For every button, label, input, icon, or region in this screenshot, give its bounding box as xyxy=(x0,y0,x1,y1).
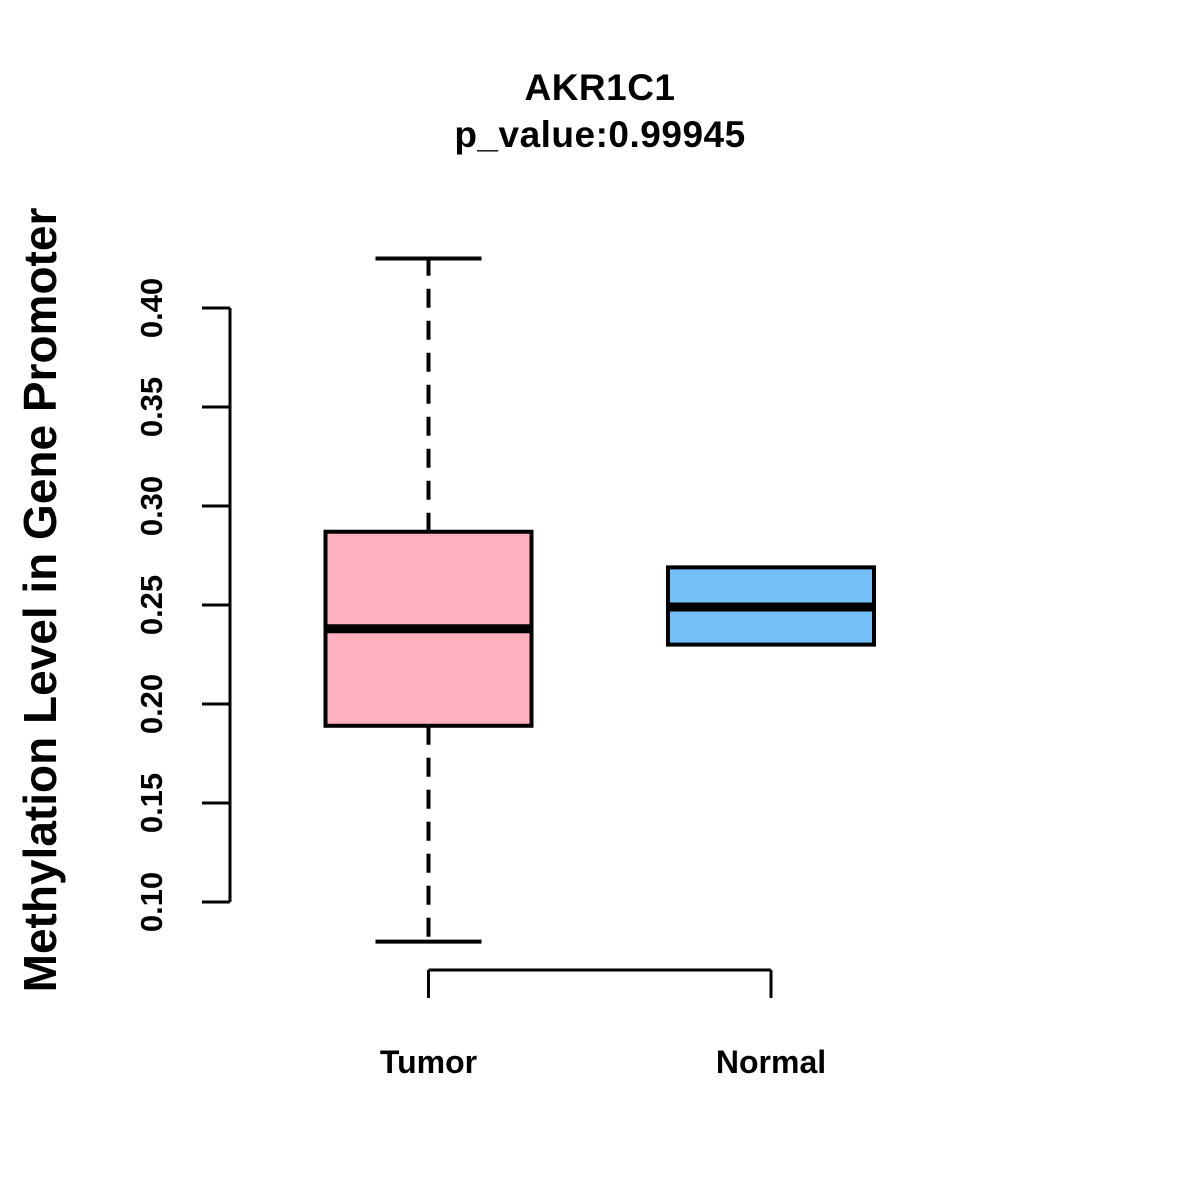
y-axis-tick-label: 0.15 xyxy=(134,773,169,833)
y-axis-tick-label: 0.35 xyxy=(134,377,169,437)
y-axis-tick-label: 0.25 xyxy=(134,575,169,635)
y-axis-tick-label: 0.20 xyxy=(134,674,169,734)
chart-title-block: AKR1C1 p_value:0.99945 xyxy=(0,64,1200,158)
y-axis-tick-label: 0.40 xyxy=(134,278,169,338)
chart-title: AKR1C1 xyxy=(524,67,676,108)
x-axis-label-normal: Normal xyxy=(716,1044,826,1080)
y-axis-tick-label: 0.10 xyxy=(134,872,169,932)
x-axis-label-tumor: Tumor xyxy=(380,1044,477,1080)
chart-subtitle: p_value:0.99945 xyxy=(454,114,746,155)
y-axis-tick-label: 0.30 xyxy=(134,476,169,536)
